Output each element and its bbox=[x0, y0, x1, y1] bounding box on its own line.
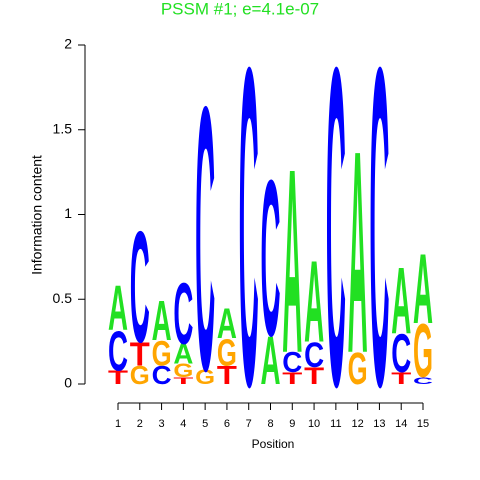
logo-letter: G bbox=[413, 310, 433, 395]
logo-letter: C bbox=[326, 0, 346, 480]
x-axis-label: Position bbox=[252, 437, 295, 451]
y-tick-label: 2 bbox=[64, 36, 72, 52]
logo-letter: C bbox=[173, 264, 193, 362]
x-tick-label: 5 bbox=[202, 418, 208, 430]
x-tick-label: 15 bbox=[417, 418, 429, 430]
x-tick-label: 6 bbox=[224, 418, 230, 430]
logo-letter: A bbox=[173, 338, 193, 369]
x-tick-label: 13 bbox=[373, 418, 385, 430]
y-axis-label: Information content bbox=[29, 155, 45, 275]
x-tick-label: 4 bbox=[180, 418, 186, 430]
x-tick-label: 3 bbox=[159, 418, 165, 430]
logo-letter: A bbox=[304, 237, 324, 366]
logo-letter: C bbox=[152, 361, 172, 390]
logo-letter: T bbox=[108, 367, 129, 389]
y-tick-label: 0.5 bbox=[53, 290, 73, 306]
logo-letter: C bbox=[304, 335, 324, 375]
y-tick-label: 1 bbox=[64, 205, 72, 221]
logo-letter: C bbox=[282, 347, 302, 378]
x-tick-label: 11 bbox=[330, 418, 341, 430]
logo-letter: T bbox=[173, 376, 193, 386]
logo-letter: A bbox=[217, 299, 237, 348]
logo-letter: G bbox=[195, 366, 215, 389]
x-tick-label: 7 bbox=[246, 418, 252, 430]
logo-letter: G bbox=[348, 343, 368, 394]
logo-letter: C bbox=[369, 0, 389, 480]
logo-letter: A bbox=[413, 234, 433, 344]
logo-letter: G bbox=[152, 333, 172, 373]
logo-letter: C bbox=[130, 200, 150, 377]
y-tick-label: 1.5 bbox=[53, 120, 73, 136]
x-tick-label: 9 bbox=[289, 418, 295, 430]
logo-letter: G bbox=[217, 332, 237, 374]
logo-letter: T bbox=[282, 369, 302, 388]
logo-letter: A bbox=[108, 273, 128, 344]
logo-letter: T bbox=[130, 336, 150, 373]
logo-letter: A bbox=[282, 114, 302, 408]
logo-letter: C bbox=[413, 376, 433, 386]
logo-letter: A bbox=[348, 91, 368, 413]
logo-letter: A bbox=[152, 290, 172, 352]
logo-letter: C bbox=[391, 324, 411, 384]
x-tick-label: 12 bbox=[352, 418, 364, 430]
logo-letter: A bbox=[261, 324, 281, 400]
logo-letter: T bbox=[304, 364, 324, 390]
x-tick-label: 10 bbox=[308, 418, 320, 430]
logo-letter: T bbox=[391, 369, 411, 388]
x-tick-label: 2 bbox=[137, 418, 143, 430]
logo-letter: G bbox=[130, 361, 150, 390]
logo-letter: C bbox=[108, 321, 128, 383]
y-tick-label: 0 bbox=[64, 375, 72, 391]
logo-letter: C bbox=[239, 0, 259, 480]
x-tick-label: 14 bbox=[395, 418, 407, 430]
logo-letter: A bbox=[391, 248, 411, 354]
logo-letter: G bbox=[173, 360, 193, 382]
logo-letter: C bbox=[195, 27, 215, 449]
x-tick-label: 1 bbox=[115, 418, 121, 430]
logo-letter: C bbox=[261, 133, 281, 383]
x-tick-label: 8 bbox=[267, 418, 273, 430]
logo-letter: T bbox=[217, 361, 238, 390]
chart-title: PSSM #1; e=4.1e-07 bbox=[161, 0, 319, 18]
